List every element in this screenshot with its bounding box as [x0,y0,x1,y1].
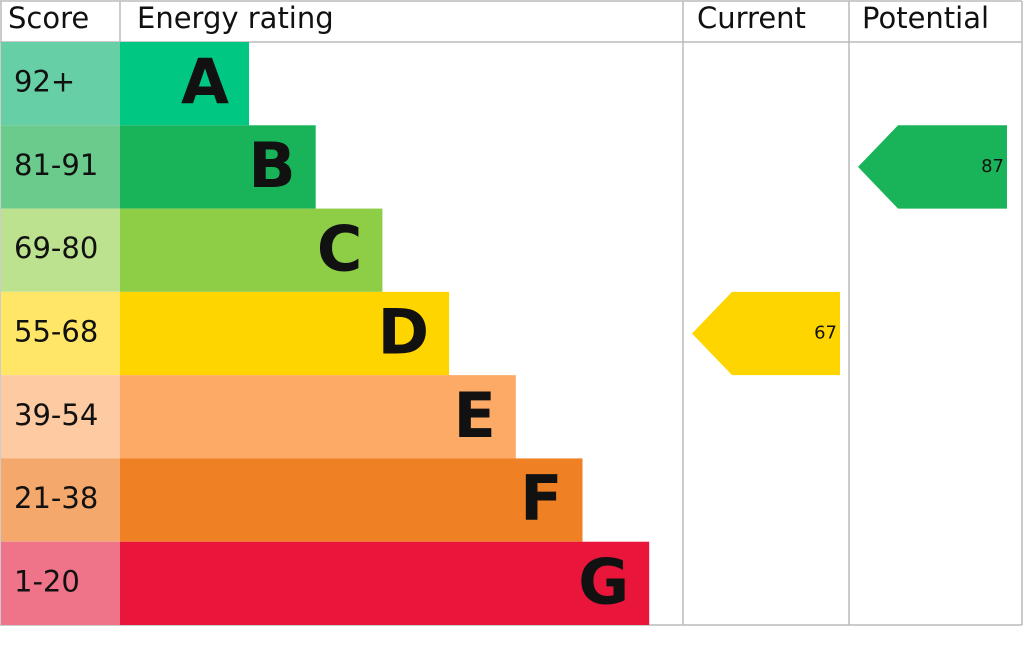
score-label: 81-91 [14,148,98,182]
score-cell [1,125,120,209]
score-cell [1,291,120,376]
rating-letter: G [578,545,629,618]
rating-letter: F [520,462,562,535]
header: Score [8,1,89,35]
score-label: 39-54 [14,398,98,432]
rating-bar [120,541,650,625]
rating-bar [120,458,583,542]
rating-value: 87 [981,156,1004,177]
rating-letter: C [317,212,363,285]
rating-bar [120,42,249,126]
score-cell [1,541,120,625]
rating-bar [120,208,383,292]
rating-value: 67 [814,323,837,344]
rating-arrow [692,291,840,376]
score-cell [1,42,120,126]
score-label: 1-20 [14,564,80,598]
rating-bar [120,125,316,209]
rating-letter: A [181,46,229,119]
rating-arrow [858,125,1007,209]
rating-letter: B [248,129,295,202]
score-cell [1,458,120,542]
rating-letter: E [453,379,495,452]
score-cell [1,208,120,292]
rating-bar [120,375,516,459]
header: Current [697,1,806,35]
score-label: 21-38 [14,481,98,515]
rating-letter: D [378,296,429,369]
score-label: 55-68 [14,315,98,349]
header: Energy rating [137,1,334,35]
score-cell [1,375,120,459]
header: Potential [862,1,989,35]
rating-bar [120,291,450,376]
score-label: 92+ [14,65,75,99]
score-label: 69-80 [14,231,98,265]
